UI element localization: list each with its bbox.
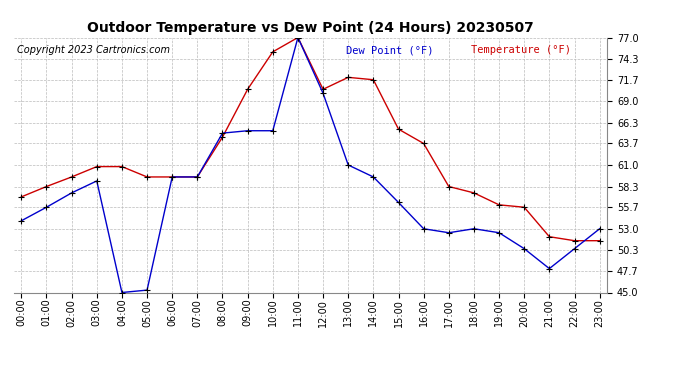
Text: Temperature (°F): Temperature (°F) [471, 45, 571, 55]
Title: Outdoor Temperature vs Dew Point (24 Hours) 20230507: Outdoor Temperature vs Dew Point (24 Hou… [87, 21, 534, 35]
Text: Dew Point (°F): Dew Point (°F) [346, 45, 433, 55]
Text: Copyright 2023 Cartronics.com: Copyright 2023 Cartronics.com [17, 45, 170, 55]
